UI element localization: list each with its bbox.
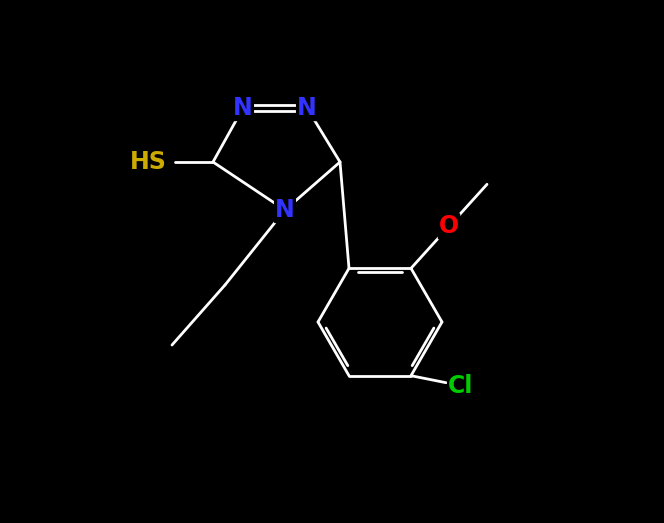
Text: N: N [297, 96, 317, 120]
Text: N: N [233, 96, 253, 120]
Text: N: N [275, 198, 295, 222]
Text: HS: HS [129, 150, 167, 174]
Text: O: O [439, 214, 459, 238]
Text: Cl: Cl [448, 374, 473, 397]
